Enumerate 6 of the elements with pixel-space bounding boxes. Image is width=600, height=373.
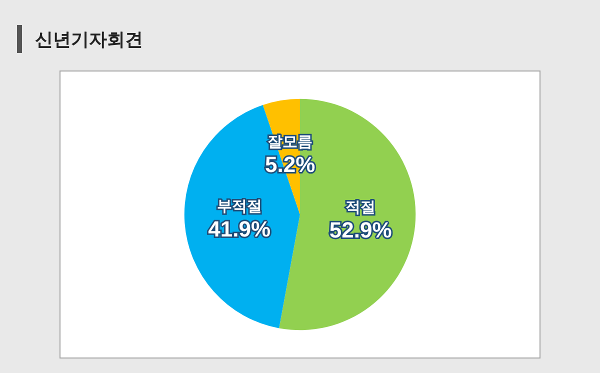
data-label: 5.2% (265, 152, 316, 177)
data-label: 41.9% (208, 216, 271, 242)
chart-title: 신년기자회견 (35, 30, 143, 50)
data-label: 52.9% (329, 218, 392, 243)
slice-label: 적절 (346, 198, 376, 216)
slice-label: 부적절 (216, 196, 262, 215)
